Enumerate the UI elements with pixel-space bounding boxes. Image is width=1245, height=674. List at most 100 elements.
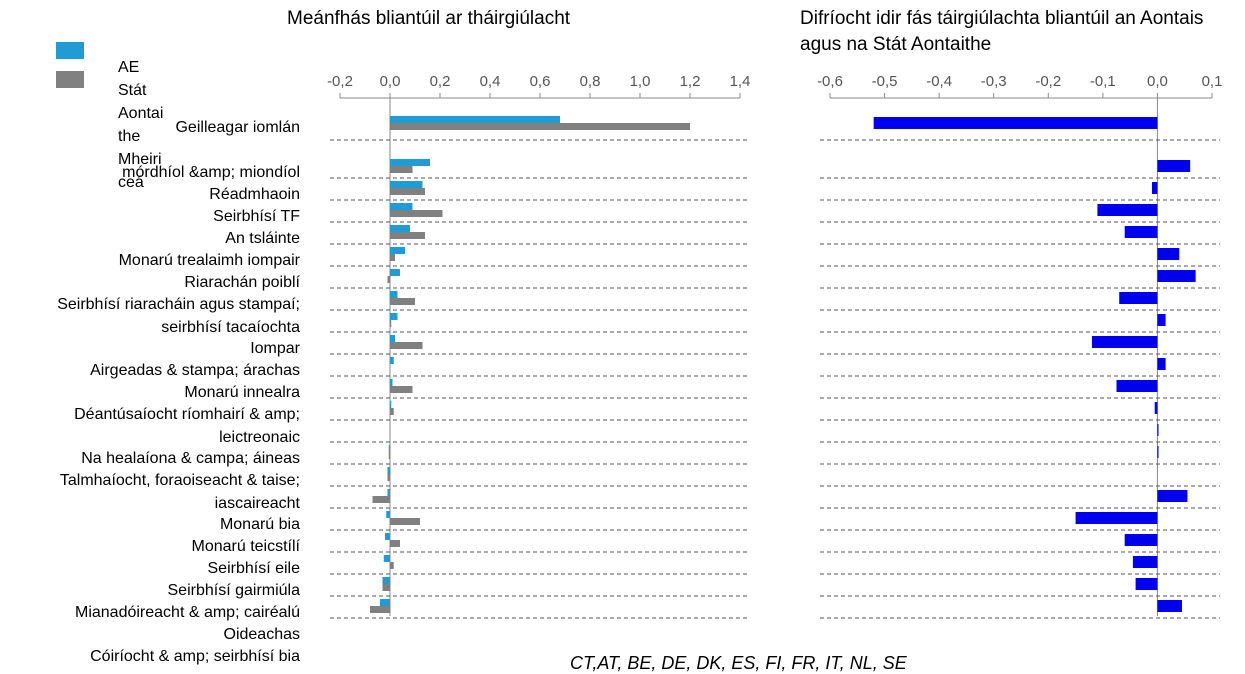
bar (1116, 380, 1158, 392)
bar (1075, 512, 1158, 524)
bar (1151, 182, 1158, 194)
bar (1157, 314, 1166, 326)
bar (390, 408, 394, 415)
bar (390, 254, 395, 261)
chart-title: Meánfhás bliantúil ar tháirgiúlacht (287, 8, 571, 29)
bar (388, 445, 390, 452)
y-tick-label: Oideachas (224, 626, 301, 643)
bar (387, 276, 390, 283)
bar (380, 599, 390, 606)
y-tick-label: Seirbhísí gairmiúla (168, 582, 301, 599)
x-tick-label: 0,2 (430, 73, 451, 90)
bar (1157, 424, 1159, 436)
y-tick-label: Déantúsaíocht ríomhairí & amp; leictreona… (74, 406, 300, 446)
y-tick-label: Geilleagar iomlán (175, 119, 300, 136)
y-tick-label: Seirbhísí TF (213, 208, 300, 225)
bar (1157, 446, 1159, 458)
bar (390, 232, 425, 239)
bar (372, 496, 390, 503)
label-line: Déantúsaíocht ríomhairí & amp; (74, 406, 300, 423)
y-tick-label: Mianadóireacht & amp; cairéalú (75, 604, 300, 621)
bar (390, 518, 420, 525)
x-tick-label: -0,2 (1035, 73, 1061, 90)
bar (390, 159, 430, 166)
bar (1157, 160, 1191, 172)
x-tick-label: 0,4 (480, 73, 501, 90)
y-tick-label: Talmhaíocht, foraoiseacht & taise; iascai… (60, 472, 301, 512)
y-tick-label: Seirbhísí riaracháin agus stampaí; seirbh… (57, 296, 300, 336)
bar (390, 166, 413, 173)
x-tick-label: 1,2 (680, 73, 701, 90)
bar (390, 335, 395, 342)
bar (383, 555, 390, 562)
bar (387, 489, 390, 496)
label-line: Talmhaíocht, foraoiseacht & taise; (60, 472, 300, 489)
x-tick-label: -0,1 (1090, 73, 1116, 90)
bar (390, 181, 423, 188)
y-tick-label: Iompar (250, 340, 300, 357)
x-tick-label: 0,0 (1147, 73, 1168, 90)
y-tick-label: Cóiríocht & amp; seirbhísí bia (90, 648, 300, 665)
bar (390, 320, 392, 327)
bar (1157, 358, 1166, 370)
label-line: Seirbhísí riaracháin agus stampaí; (57, 296, 300, 313)
label-line: seirbhísí tacaíochta (161, 319, 300, 336)
x-tick-label: -0,6 (817, 73, 843, 90)
bar (370, 606, 390, 613)
legend-swatch (56, 71, 84, 88)
x-tick-label: -0,2 (327, 73, 353, 90)
bar (390, 123, 690, 130)
legend-label: Stát Aontaithe Mheiriceá (118, 82, 164, 191)
bar (1119, 292, 1158, 304)
bar (1124, 534, 1158, 546)
bar (1135, 578, 1158, 590)
bar (390, 379, 393, 386)
x-tick-label: 0,6 (530, 73, 551, 90)
bar (390, 188, 425, 195)
bar (382, 577, 390, 584)
bar (1124, 226, 1158, 238)
x-tick-label: 0,0 (380, 73, 401, 90)
bar (1132, 556, 1158, 568)
legend: AE Stát Aontaithe Mheiriceá (118, 56, 164, 194)
bar (1157, 490, 1188, 502)
y-tick-label: Riarachán poiblí (184, 274, 300, 291)
bar (390, 357, 394, 364)
bar (390, 401, 392, 408)
bar (390, 225, 410, 232)
bar (1154, 402, 1158, 414)
x-tick-label: -0,4 (926, 73, 952, 90)
bar (390, 386, 413, 393)
bar (385, 533, 390, 540)
legend-label: AE (118, 59, 140, 76)
bar (386, 511, 390, 518)
bar (388, 452, 390, 459)
bar (382, 584, 390, 591)
y-tick-label: Réadmhaoin (209, 186, 300, 203)
bar (390, 291, 398, 298)
x-tick-label: -0,3 (981, 73, 1007, 90)
y-tick-label: Monarú trealaimh iompair (119, 252, 301, 269)
bar (390, 247, 405, 254)
bar (1097, 204, 1158, 216)
y-tick-label: Monarú teicstílí (192, 538, 301, 555)
y-tick-label: An tsláinte (225, 230, 300, 247)
y-tick-label: Airgeadas & stampa; árachas (90, 362, 300, 379)
bar (390, 562, 394, 569)
x-tick-label: 0,1 (1202, 73, 1223, 90)
bar (390, 313, 398, 320)
legend-swatch (56, 42, 84, 59)
x-tick-label: 0,8 (580, 73, 601, 90)
label-line: iascaireacht (215, 495, 301, 512)
bar (390, 203, 413, 210)
y-tick-label: Na healaíona & campa; áineas (81, 450, 300, 467)
bar (1157, 248, 1180, 260)
bar (390, 269, 400, 276)
y-tick-label: Seirbhísí eile (208, 560, 301, 577)
footnote: CT,AT, BE, DE, DK, ES, FI, FR, IT, NL, S… (570, 653, 908, 673)
y-tick-label: mórdhíol &amp; miondíol (122, 164, 300, 181)
bar (873, 117, 1158, 129)
x-tick-label: -0,5 (872, 73, 898, 90)
